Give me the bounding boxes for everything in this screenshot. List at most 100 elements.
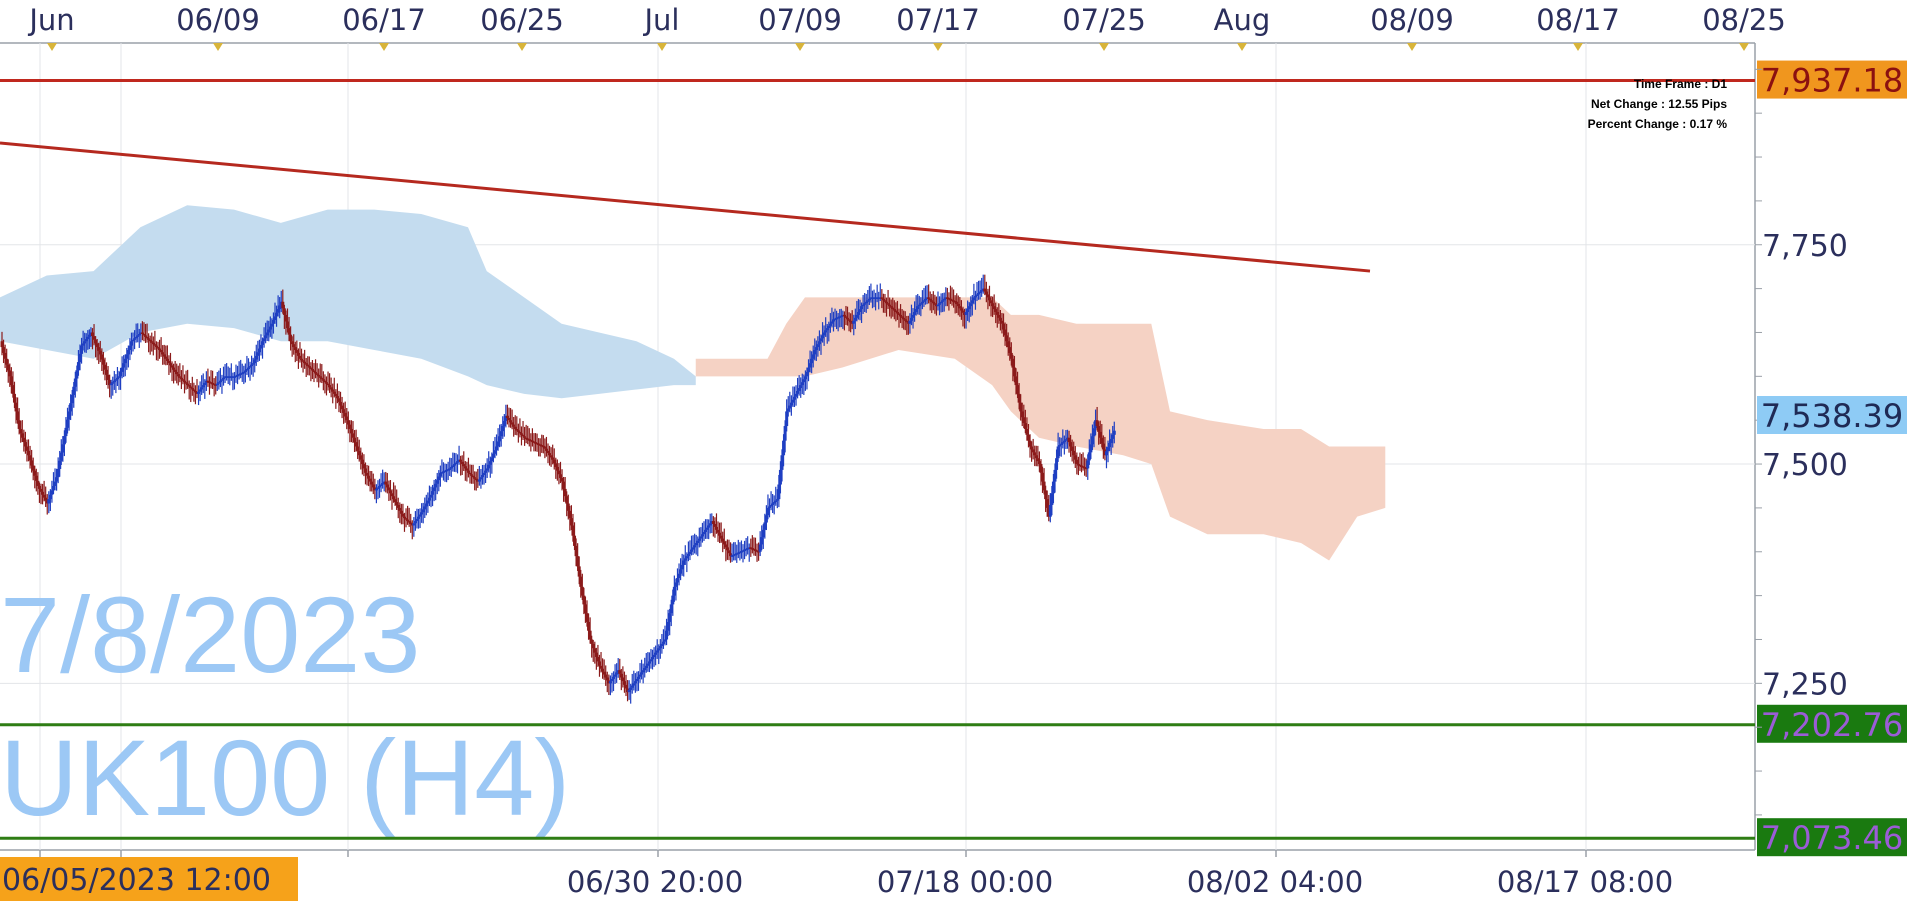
candle-body — [1011, 358, 1015, 368]
candle-body — [292, 344, 296, 348]
candle-body — [569, 518, 573, 526]
candle-body — [540, 445, 544, 447]
candle-body — [1104, 451, 1108, 456]
candle-body — [261, 341, 265, 345]
candle-body — [480, 475, 484, 478]
candle-body — [983, 288, 987, 292]
candle-body — [427, 497, 431, 501]
candle-body — [105, 369, 109, 375]
candle-body — [172, 367, 176, 370]
candle-body — [895, 312, 899, 314]
candle-body — [814, 347, 818, 351]
level-tag-bg — [1757, 818, 1907, 857]
candle-body — [17, 420, 21, 429]
candle-body — [1069, 442, 1073, 447]
candle-body — [357, 450, 361, 456]
candle-body — [423, 506, 427, 510]
candle-body — [402, 516, 406, 519]
candle-body — [685, 556, 689, 559]
candle-body — [1030, 446, 1034, 450]
candle-body — [1008, 347, 1012, 353]
candle-body — [938, 303, 942, 305]
candle-body — [111, 382, 115, 384]
candle-body — [718, 532, 722, 536]
candle-body — [120, 367, 124, 372]
candle-body — [1042, 481, 1046, 491]
candle-body — [783, 426, 787, 441]
candle-body — [139, 332, 143, 334]
candle-body — [752, 548, 756, 551]
candle-body — [824, 330, 828, 333]
candle-body — [1048, 504, 1052, 517]
candle-body — [98, 350, 102, 355]
resistance-trendline[interactable] — [0, 141, 1371, 273]
current-price-text: 7,538.39 — [1761, 397, 1904, 435]
candle-body — [636, 676, 640, 679]
candle-body — [534, 442, 538, 444]
candle-body — [563, 488, 567, 497]
candle-body — [108, 379, 112, 386]
candle-body — [1056, 446, 1060, 459]
candle-body — [64, 427, 68, 437]
candle-body — [721, 538, 725, 542]
cursor-time-text: 06/05/2023 12:00 — [2, 863, 271, 898]
candle-body — [811, 354, 815, 359]
candle-body — [256, 352, 260, 356]
candle-body — [460, 461, 464, 465]
candle-body — [992, 306, 996, 310]
candle-body — [195, 392, 199, 394]
candle-body — [12, 393, 16, 403]
candle-body — [41, 491, 45, 495]
candle-body — [335, 396, 339, 399]
candle-body — [817, 341, 821, 345]
candle-body — [264, 335, 268, 339]
candle-body — [568, 510, 572, 519]
candle-body — [365, 472, 369, 476]
candle-body — [587, 621, 591, 631]
candle-body — [597, 661, 601, 666]
candle-body — [677, 573, 681, 579]
candle-body — [651, 657, 655, 660]
candle-body — [952, 300, 956, 302]
top-axis-label: 06/25 — [480, 3, 564, 37]
candle-body — [218, 380, 222, 383]
candle-body — [133, 338, 137, 340]
candle-body — [151, 342, 155, 345]
candle-body — [732, 554, 736, 557]
candle-body — [123, 358, 127, 364]
candle-body — [1084, 467, 1088, 470]
candle-body — [906, 322, 910, 324]
candle-body — [755, 550, 759, 552]
candle-body — [810, 358, 814, 364]
candle-body — [167, 360, 171, 364]
candle-body — [259, 344, 263, 349]
candle-body — [448, 468, 452, 470]
candle-body — [326, 383, 330, 386]
candle-body — [90, 332, 94, 337]
candle-body — [466, 470, 470, 473]
candle-body — [162, 354, 166, 357]
candle-body — [555, 466, 559, 471]
candle-body — [186, 383, 190, 386]
candle-body — [128, 345, 132, 351]
candle-body — [114, 379, 118, 381]
candle-body — [869, 297, 873, 299]
candle-body — [582, 595, 586, 605]
candle-body — [607, 680, 611, 684]
top-axis-label: 08/09 — [1370, 3, 1454, 37]
candle-body — [479, 477, 483, 480]
candle-body — [39, 488, 43, 492]
candle-body — [298, 355, 302, 359]
candle-body — [363, 468, 367, 473]
candle-body — [441, 471, 445, 473]
candle-body — [763, 522, 767, 530]
candle-body — [1072, 450, 1076, 456]
candle-body — [743, 549, 747, 552]
candle-body — [1083, 466, 1087, 469]
candle-body — [864, 301, 868, 304]
candle-body — [462, 464, 466, 467]
candle-body — [20, 433, 24, 438]
candle-body — [524, 437, 528, 440]
